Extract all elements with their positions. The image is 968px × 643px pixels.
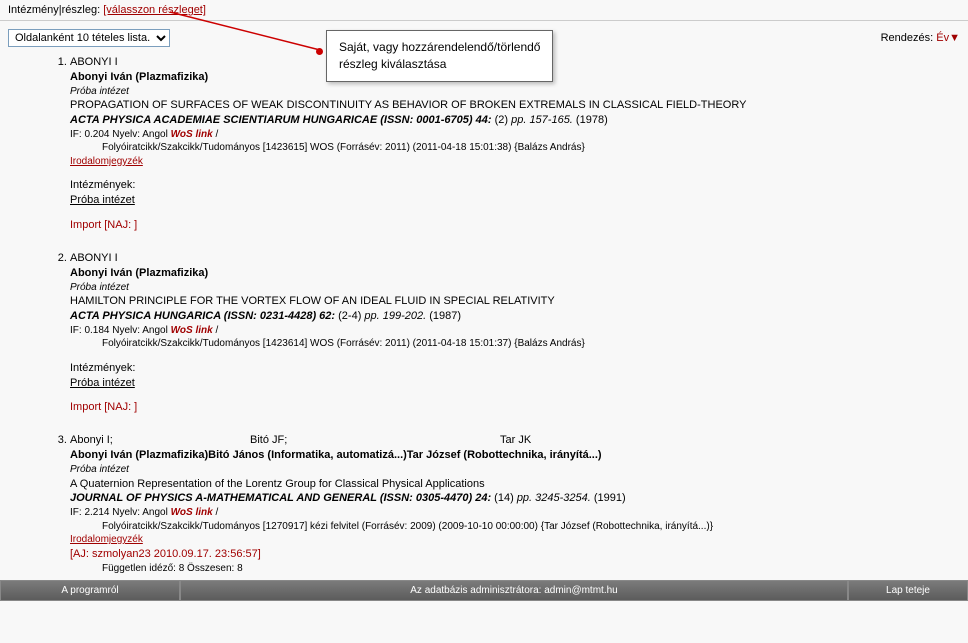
citation-counts: Független idéző: 8 Összesen: 8 xyxy=(102,562,956,576)
publication-title: HAMILTON PRINCIPLE FOR THE VORTEX FLOW O… xyxy=(70,294,956,309)
wos-link[interactable]: WoS link xyxy=(171,129,213,140)
footer-top-button[interactable]: Lap teteje xyxy=(848,580,968,601)
issue: (2) xyxy=(492,114,512,126)
institute: Próba intézet xyxy=(70,85,956,99)
footer: A programról Az adatbázis adminisztrátor… xyxy=(0,580,968,601)
if-post: / xyxy=(213,325,219,336)
aj-note: [AJ: szmolyan23 2010.09.17. 23:56:57] xyxy=(70,547,956,562)
author-row: Abonyi I; Bitó JF; Tar JK xyxy=(70,433,956,448)
type-line: Folyóiratcikk/Szakcikk/Tudományos [14236… xyxy=(102,141,956,155)
author-c: Tar JK xyxy=(500,433,531,448)
bibliography-link[interactable]: Irodalomjegyzék xyxy=(70,533,956,547)
issue: (2-4) xyxy=(335,310,364,322)
institutions-label: Intézmények: xyxy=(70,361,956,376)
journal: JOURNAL OF PHYSICS A-MATHEMATICAL AND GE… xyxy=(70,492,491,504)
year: (1978) xyxy=(573,114,608,126)
if-pre: IF: 2.214 Nyelv: Angol xyxy=(70,507,171,518)
record-item: ABONYI I Abonyi Iván (Plazmafizika) Prób… xyxy=(70,55,956,233)
journal-line: ACTA PHYSICA HUNGARICA (ISSN: 0231-4428)… xyxy=(70,309,956,324)
meta-line: IF: 2.214 Nyelv: Angol WoS link / xyxy=(70,506,956,520)
author-a: Abonyi I; xyxy=(70,433,250,448)
footer-about-button[interactable]: A programról xyxy=(0,580,180,601)
institutions-label: Intézmények: xyxy=(70,178,956,193)
choose-department-link[interactable]: [válasszon részleget] xyxy=(103,4,206,16)
pages: pp. 3245-3254. xyxy=(517,492,591,504)
meta-line: IF: 0.184 Nyelv: Angol WoS link / xyxy=(70,324,956,338)
issue: (14) xyxy=(491,492,517,504)
sort-arrow-icon[interactable]: ▼ xyxy=(949,32,960,44)
callout-line2: részleg kiválasztása xyxy=(339,56,540,73)
institute: Próba intézet xyxy=(70,463,956,477)
type-line: Folyóiratcikk/Szakcikk/Tudományos [14236… xyxy=(102,337,956,351)
record-item: Abonyi I; Bitó JF; Tar JK Abonyi Iván (P… xyxy=(70,433,956,575)
sort-label: Rendezés: xyxy=(881,32,934,44)
author-b: Bitó JF; xyxy=(250,433,500,448)
callout-dot-icon xyxy=(316,48,323,55)
import-link[interactable]: Import xyxy=(70,219,104,231)
author-canonical: Abonyi Iván (Plazmafizika) xyxy=(70,266,956,281)
sort-control[interactable]: Rendezés: Év▼ xyxy=(881,32,960,44)
topbar: Intézmény|részleg: [válasszon részleget] xyxy=(0,0,968,21)
institution-link[interactable]: Próba intézet xyxy=(70,194,135,206)
if-pre: IF: 0.184 Nyelv: Angol xyxy=(70,325,171,336)
if-pre: IF: 0.204 Nyelv: Angol xyxy=(70,129,171,140)
bibliography-link[interactable]: Irodalomjegyzék xyxy=(70,155,956,169)
pages: pp. 157-165. xyxy=(511,114,573,126)
meta-line: IF: 0.204 Nyelv: Angol WoS link / xyxy=(70,128,956,142)
author-caps: ABONYI I xyxy=(70,251,956,266)
pages: pp. 199-202. xyxy=(364,310,426,322)
label-department: részleg: xyxy=(62,4,101,16)
sort-value[interactable]: Év xyxy=(936,32,949,44)
import-link[interactable]: Import xyxy=(70,401,104,413)
if-post: / xyxy=(213,129,219,140)
footer-admin-link[interactable]: Az adatbázis adminisztrátora: admin@mtmt… xyxy=(180,580,848,601)
year: (1991) xyxy=(591,492,626,504)
import-naj[interactable]: [NAJ: ] xyxy=(104,401,137,413)
publication-title: PROPAGATION OF SURFACES OF WEAK DISCONTI… xyxy=(70,98,956,113)
pager-select[interactable]: Oldalanként 10 tételes lista. xyxy=(8,29,170,47)
institution-link[interactable]: Próba intézet xyxy=(70,377,135,389)
journal-line: ACTA PHYSICA ACADEMIAE SCIENTIARUM HUNGA… xyxy=(70,113,956,128)
institute: Próba intézet xyxy=(70,281,956,295)
label-institution: Intézmény xyxy=(8,4,59,16)
callout-line1: Saját, vagy hozzárendelendő/törlendő xyxy=(339,39,540,56)
year: (1987) xyxy=(426,310,461,322)
journal: ACTA PHYSICA ACADEMIAE SCIENTIARUM HUNGA… xyxy=(70,114,492,126)
journal-line: JOURNAL OF PHYSICS A-MATHEMATICAL AND GE… xyxy=(70,491,956,506)
callout-box: Saját, vagy hozzárendelendő/törlendő rés… xyxy=(326,30,553,82)
wos-link[interactable]: WoS link xyxy=(171,507,213,518)
record-item: ABONYI I Abonyi Iván (Plazmafizika) Prób… xyxy=(70,251,956,415)
import-naj[interactable]: [NAJ: ] xyxy=(104,219,137,231)
journal: ACTA PHYSICA HUNGARICA (ISSN: 0231-4428)… xyxy=(70,310,335,322)
if-post: / xyxy=(213,507,219,518)
type-line: Folyóiratcikk/Szakcikk/Tudományos [12709… xyxy=(102,520,956,534)
author-canonical: Abonyi Iván (Plazmafizika)Bitó János (In… xyxy=(70,448,956,463)
wos-link[interactable]: WoS link xyxy=(171,325,213,336)
records-list: ABONYI I Abonyi Iván (Plazmafizika) Prób… xyxy=(40,55,968,643)
publication-title: A Quaternion Representation of the Loren… xyxy=(70,477,956,492)
